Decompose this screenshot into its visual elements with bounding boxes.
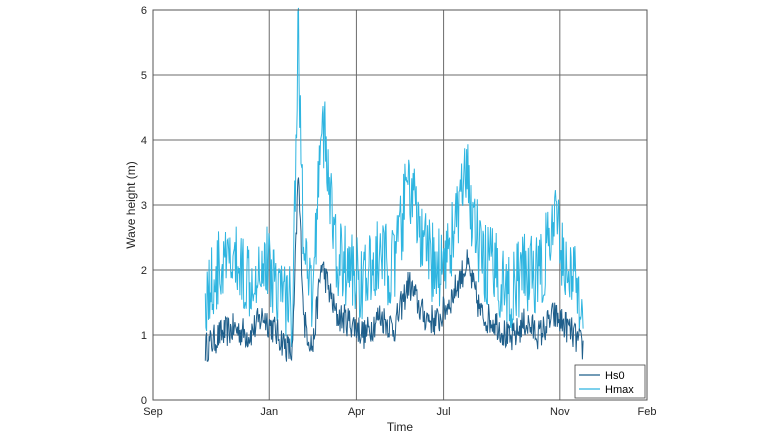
legend-label-hs0: Hs0 <box>605 370 625 382</box>
legend-box <box>574 364 646 399</box>
x-axis-ticks: Sep Jan Apr Jul Nov Feb <box>143 406 656 418</box>
x-tick-label: Jul <box>437 406 451 418</box>
y-tick-label: 3 <box>141 200 147 212</box>
x-tick-label: Nov <box>550 406 570 418</box>
legend: Hs0 Hmax <box>574 364 646 399</box>
x-tick-label: Sep <box>143 406 163 418</box>
x-tick-label: Jan <box>260 406 278 418</box>
y-axis-ticks: 0 1 2 3 4 5 6 <box>141 5 147 407</box>
y-tick-label: 0 <box>141 395 147 407</box>
data-series <box>204 7 584 362</box>
y-tick-label: 6 <box>141 5 147 17</box>
series-line-hs0 <box>204 177 584 362</box>
series-line-hmax <box>204 7 584 348</box>
plot-frame <box>152 9 648 401</box>
y-tick-label: 2 <box>141 265 147 277</box>
x-axis-label: Time <box>387 420 414 434</box>
x-tick-label: Apr <box>348 406 365 418</box>
legend-label-hmax: Hmax <box>605 384 634 396</box>
x-tick-label: Feb <box>638 406 657 418</box>
y-tick-label: 5 <box>141 70 147 82</box>
y-axis-label: Wave height (m) <box>124 161 138 249</box>
y-tick-label: 4 <box>141 135 147 147</box>
y-tick-label: 1 <box>141 330 147 342</box>
